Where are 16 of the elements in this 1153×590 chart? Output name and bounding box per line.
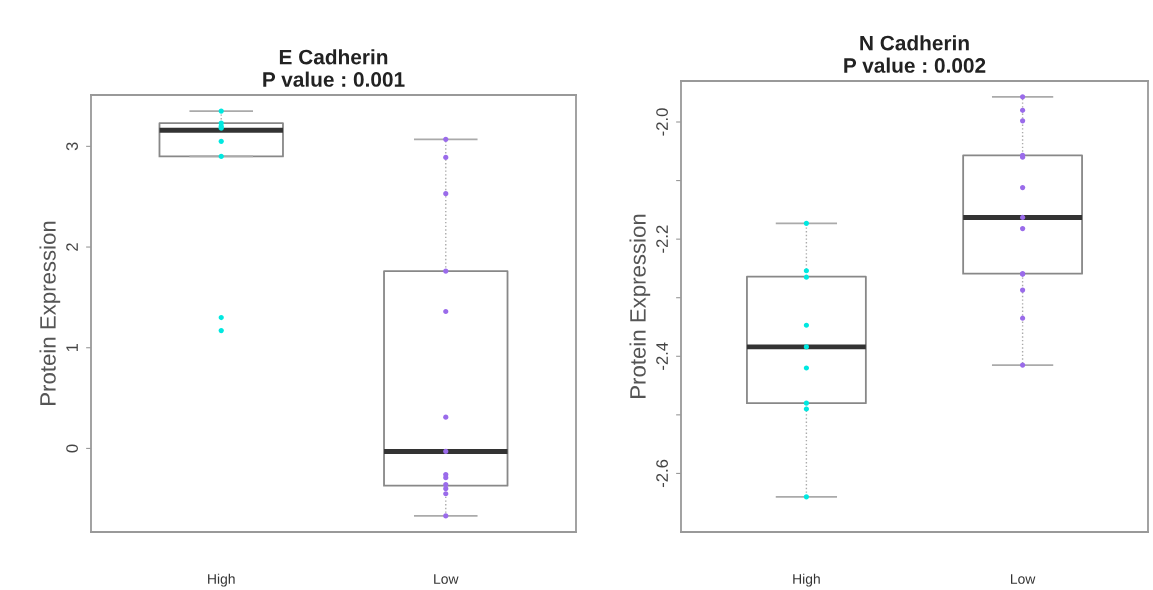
y-tick-label: 0: [66, 444, 78, 453]
y-axis-title: Protein Expression: [629, 214, 651, 398]
y-tick-label: -2.6: [656, 459, 668, 488]
x-tick-label: High: [208, 573, 235, 587]
chart-title: N Cadherin P value : 0.002: [844, 35, 986, 73]
x-tick-label: Low: [434, 574, 459, 584]
x-tick-label: High: [793, 573, 820, 587]
y-tick-label: 3: [66, 142, 78, 151]
y-tick-label: -2.2: [656, 225, 668, 253]
y-tick-label: 2: [66, 243, 78, 251]
y-axis-title: Protein Expression: [39, 221, 61, 405]
y-tick-label: -2.0: [656, 108, 668, 136]
chart-title: E Cadherin P value : 0.001: [263, 49, 405, 87]
y-tick-label: 1: [66, 343, 78, 352]
x-tick-label: Low: [1011, 574, 1036, 584]
y-tick-label: -2.4: [656, 342, 668, 370]
